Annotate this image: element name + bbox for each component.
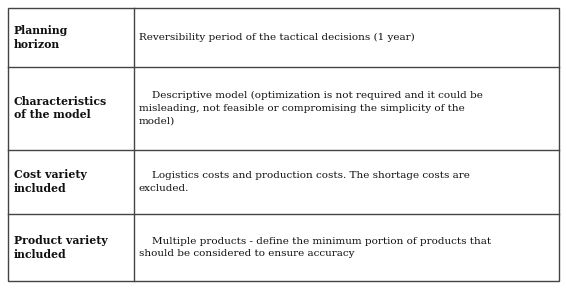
Text: Logistics costs and production costs. The shortage costs are: Logistics costs and production costs. Th… [138, 171, 469, 180]
Text: misleading, not feasible or compromising the simplicity of the: misleading, not feasible or compromising… [138, 104, 464, 113]
Text: Characteristics
of the model: Characteristics of the model [14, 96, 107, 121]
Text: Multiple products - define the minimum portion of products that: Multiple products - define the minimum p… [138, 237, 491, 246]
Text: Cost variety
included: Cost variety included [14, 169, 87, 194]
Text: Product variety
included: Product variety included [14, 235, 108, 260]
Text: Descriptive model (optimization is not required and it could be: Descriptive model (optimization is not r… [138, 91, 483, 100]
Text: Reversibility period of the tactical decisions (1 year): Reversibility period of the tactical dec… [138, 33, 414, 42]
Text: model): model) [138, 116, 175, 125]
Text: Planning
horizon: Planning horizon [14, 25, 68, 50]
Text: excluded.: excluded. [138, 184, 189, 192]
Text: should be considered to ensure accuracy: should be considered to ensure accuracy [138, 249, 354, 258]
